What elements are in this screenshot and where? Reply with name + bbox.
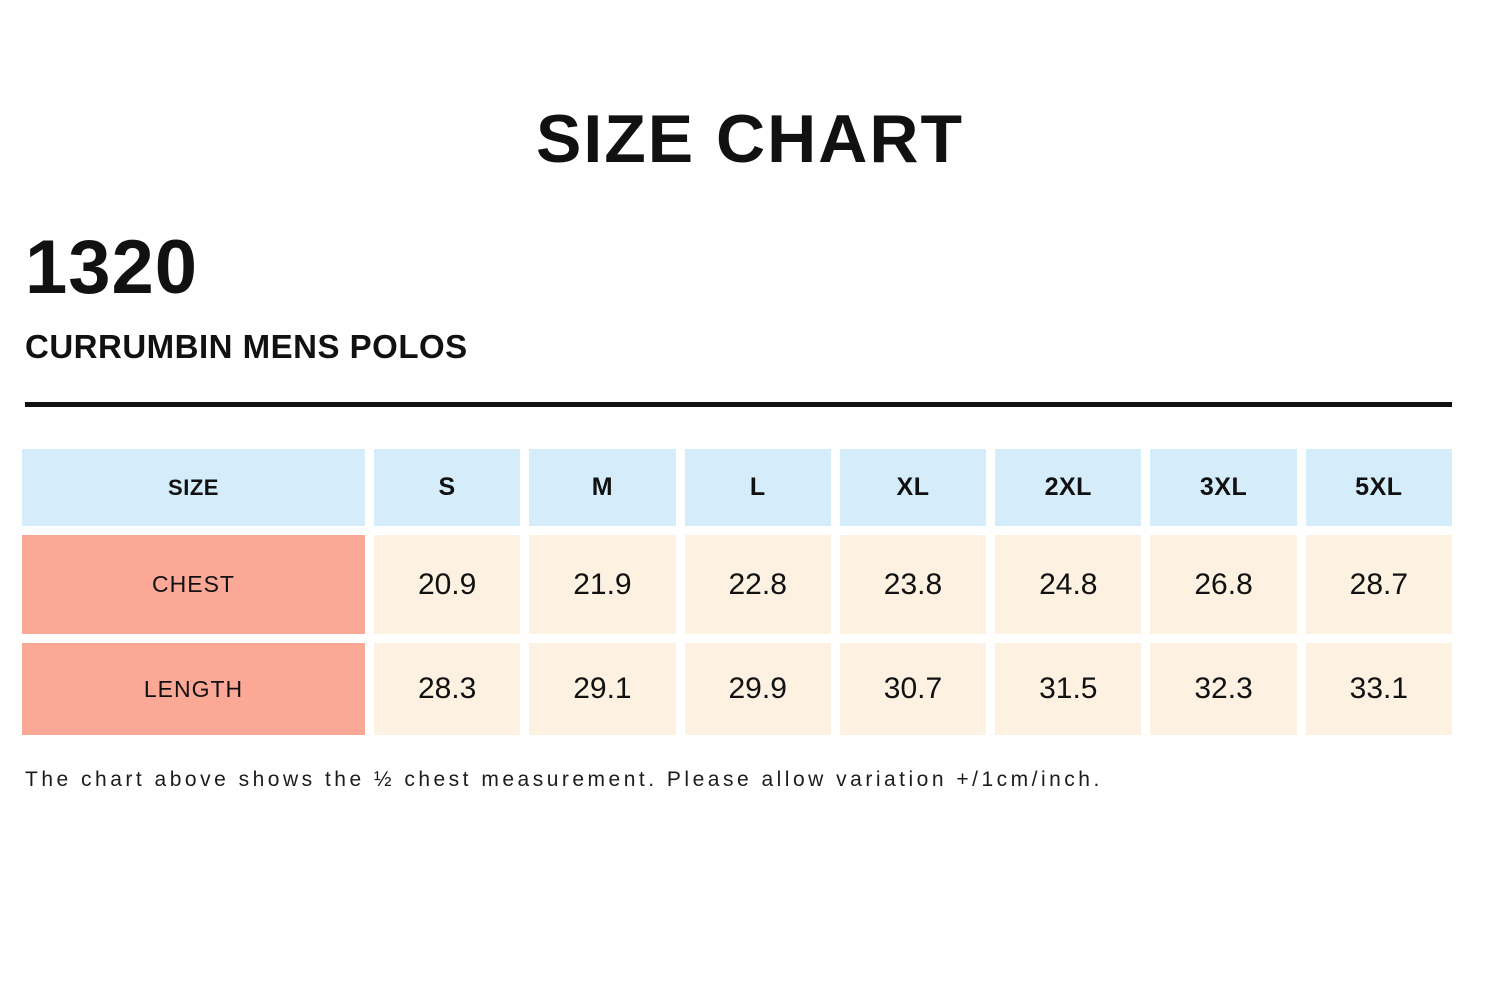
value-cell-length: 32.3 [1150, 643, 1297, 735]
value-cell-chest: 20.9 [374, 535, 521, 634]
value-cell-chest: 28.7 [1305, 535, 1452, 634]
value-cell-chest: 22.8 [684, 535, 831, 634]
value-cell-chest: 26.8 [1150, 535, 1297, 634]
value-cell-length: 29.9 [684, 643, 831, 735]
value-cell-chest: 23.8 [839, 535, 987, 634]
column-header-5xl: 5XL [1305, 449, 1452, 526]
column-header-2xl: 2XL [995, 449, 1142, 526]
column-header-size: SIZE [22, 449, 365, 526]
value-cell-length: 28.3 [374, 643, 521, 735]
row-label-length: LENGTH [22, 643, 365, 735]
column-header-m: M [529, 449, 676, 526]
product-code: 1320 [25, 225, 199, 310]
product-name: CURRUMBIN MENS POLOS [25, 328, 468, 365]
column-header-s: S [374, 449, 521, 526]
value-cell-length: 33.1 [1305, 643, 1452, 735]
value-cell-chest: 21.9 [529, 535, 676, 634]
page-title: SIZE CHART [536, 101, 964, 177]
row-label-chest: CHEST [22, 535, 365, 634]
column-header-xl: XL [839, 449, 987, 526]
size-table: SIZE S M L XL 2XL 3XL 5XL CHEST 20.9 21.9 22.8 23.8 2… [22, 449, 1452, 735]
value-cell-length: 31.5 [995, 643, 1142, 735]
value-cell-chest: 24.8 [995, 535, 1142, 634]
divider-line [25, 402, 1452, 407]
column-header-l: L [684, 449, 831, 526]
column-header-3xl: 3XL [1150, 449, 1297, 526]
value-cell-length: 29.1 [529, 643, 676, 735]
footnote-text: The chart above shows the ½ chest measur… [25, 768, 1103, 791]
value-cell-length: 30.7 [839, 643, 987, 735]
